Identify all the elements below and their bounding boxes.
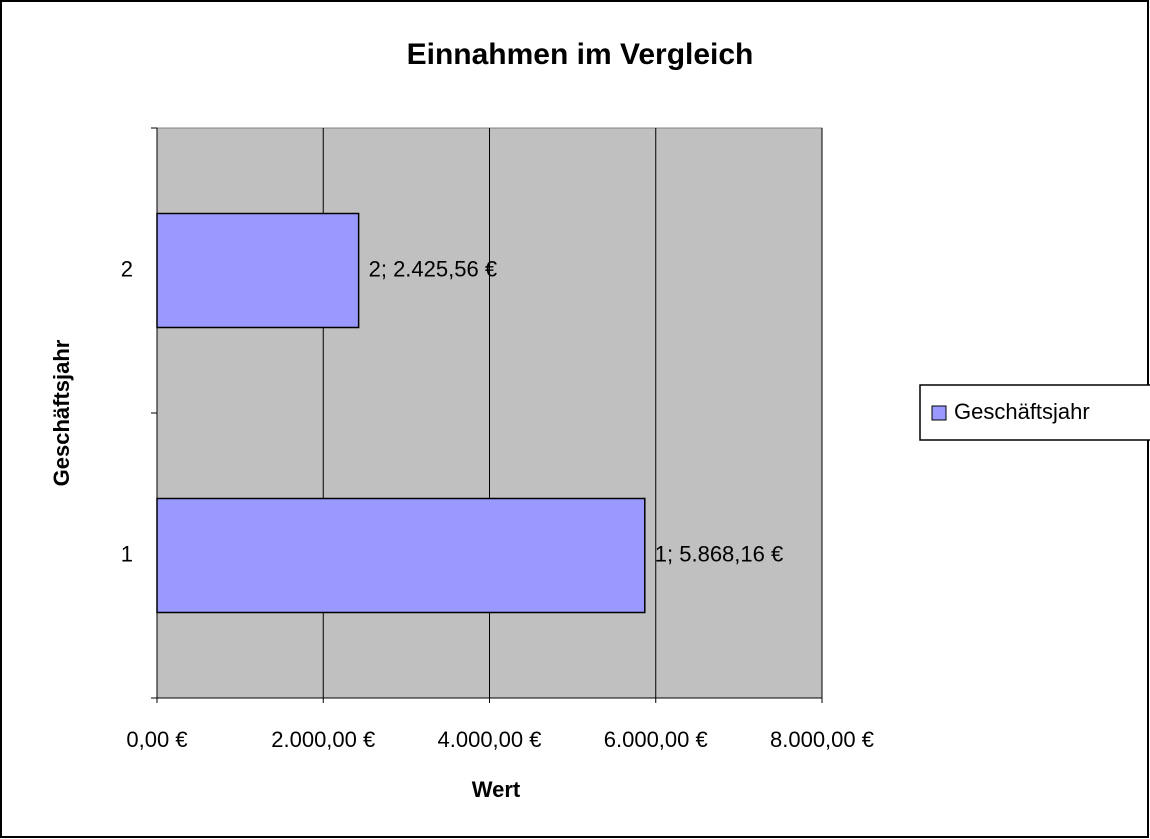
x-tick-label: 2.000,00 €: [271, 727, 375, 752]
legend-swatch: [931, 405, 947, 421]
data-label: 1; 5.868,16 €: [655, 541, 783, 566]
y-tick-label: 2: [121, 256, 133, 281]
chart-title: Einnahmen im Vergleich: [407, 38, 754, 71]
legend-box: [919, 384, 1150, 441]
legend-label: Geschäftsjahr: [954, 399, 1090, 424]
data-label: 2; 2.425,56 €: [369, 256, 497, 281]
x-tick-label: 4.000,00 €: [438, 727, 542, 752]
y-tick-label: 1: [121, 541, 133, 566]
y-axis-label: Geschäftsjahr: [49, 339, 74, 486]
x-tick-label: 6.000,00 €: [604, 727, 708, 752]
bar: [156, 212, 360, 329]
x-tick-label: 0,00 €: [126, 727, 187, 752]
bar: [156, 497, 646, 614]
x-axis-label: Wert: [472, 777, 521, 802]
x-tick-label: 8.000,00 €: [770, 727, 874, 752]
